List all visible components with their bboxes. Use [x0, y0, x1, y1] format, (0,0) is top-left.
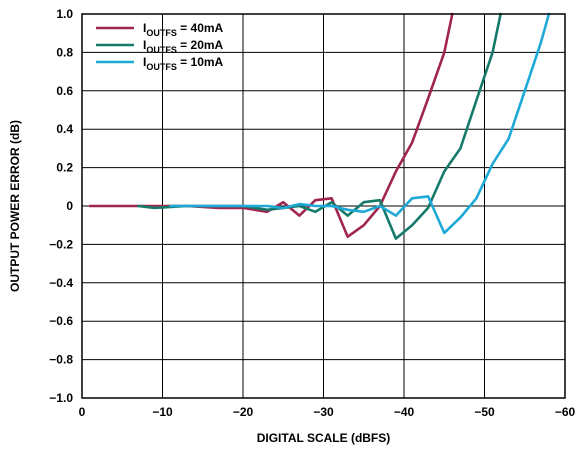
y-tick-label: 0.4 [56, 122, 73, 136]
x-tick-label: −20 [233, 405, 254, 419]
x-tick-label: −10 [152, 405, 173, 419]
y-tick-label: 0 [66, 199, 73, 213]
y-axis-title: OUTPUT POWER ERROR (dB) [8, 120, 22, 292]
y-tick-label: 1.0 [56, 7, 73, 21]
legend-label-3: IOUTFS = 10mA [143, 55, 224, 72]
y-tick-label: −0.6 [49, 314, 73, 328]
y-tick-label: −0.2 [49, 237, 73, 251]
y-tick-label: −0.8 [49, 353, 73, 367]
series-lines [88, 12, 551, 240]
y-tick-label: 0.6 [56, 84, 73, 98]
y-tick-label: −1.0 [49, 391, 73, 405]
x-tick-label: −50 [474, 405, 495, 419]
x-tick-label: −60 [555, 405, 576, 419]
x-tick-label: −40 [394, 405, 415, 419]
y-tick-label: 0.2 [56, 161, 73, 175]
legend-label-1: IOUTFS = 40mA [143, 21, 224, 38]
plot-frame [81, 13, 566, 399]
y-tick-label: 0.8 [56, 45, 73, 59]
x-axis-title: DIGITAL SCALE (dBFS) [257, 431, 391, 445]
x-tick-label: −30 [313, 405, 334, 419]
x-tick-labels: 0 −10 −20 −30 −40 −50 −60 [79, 405, 576, 419]
legend-label-2: IOUTFS = 20mA [143, 38, 224, 55]
series-line-3 [169, 12, 551, 235]
y-tick-label: −0.4 [49, 276, 73, 290]
y-tick-labels: 1.0 0.8 0.6 0.4 0.2 0 −0.2 −0.4 −0.6 −0.8 −1.0 [49, 7, 73, 405]
x-tick-label: 0 [79, 405, 86, 419]
